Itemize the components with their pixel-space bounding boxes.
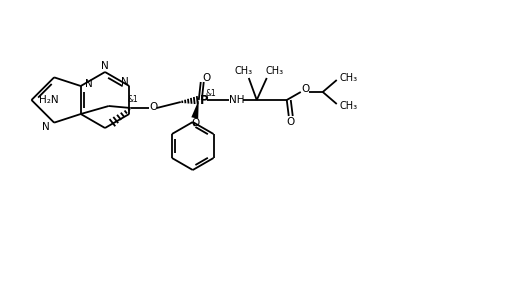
- Text: O: O: [192, 118, 200, 128]
- Text: N: N: [42, 122, 50, 132]
- Text: P: P: [199, 94, 208, 107]
- Text: O: O: [150, 102, 158, 112]
- Polygon shape: [191, 100, 199, 119]
- Text: N: N: [85, 79, 93, 89]
- Text: O: O: [203, 73, 211, 83]
- Text: H₂N: H₂N: [40, 95, 59, 105]
- Text: CH₃: CH₃: [340, 101, 358, 111]
- Text: N: N: [101, 61, 109, 71]
- Text: CH₃: CH₃: [235, 66, 253, 76]
- Text: &1: &1: [127, 94, 138, 104]
- Text: CH₃: CH₃: [340, 73, 358, 83]
- Text: O: O: [287, 117, 295, 127]
- Text: O: O: [302, 84, 310, 94]
- Text: CH₃: CH₃: [266, 66, 284, 76]
- Text: NH: NH: [229, 95, 245, 105]
- Text: N: N: [121, 77, 129, 87]
- Text: &1: &1: [206, 89, 216, 97]
